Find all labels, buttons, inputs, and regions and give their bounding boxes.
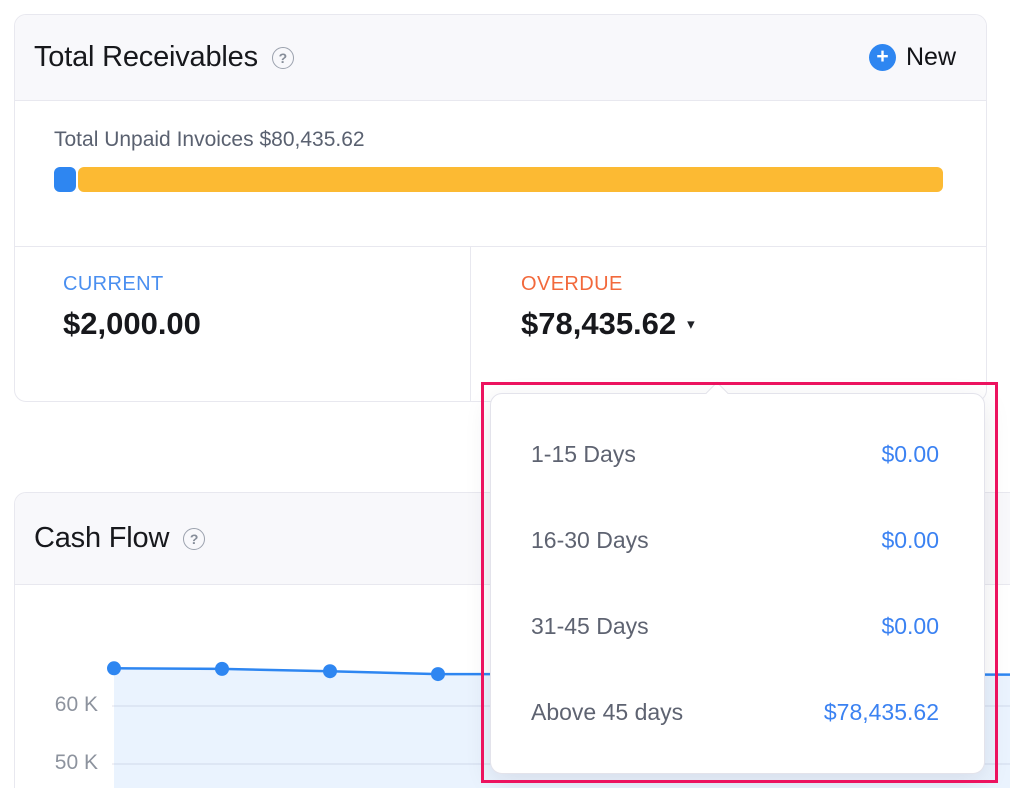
overdue-label: OVERDUE: [521, 273, 623, 295]
receivables-progress-bar: [54, 167, 943, 192]
y-axis-tick-50k: 50 K: [54, 751, 98, 774]
aging-row-value: $0.00: [881, 526, 939, 553]
aging-row-value: $0.00: [881, 440, 939, 467]
cash-flow-title: Cash Flow: [34, 522, 170, 554]
aging-row-label: Above 45 days: [531, 698, 684, 725]
new-button-label: New: [905, 43, 956, 71]
overdue-amount: $78,435.62: [521, 306, 677, 341]
aging-row-value: $0.00: [881, 612, 939, 639]
total-receivables-title: Total Receivables: [34, 41, 258, 73]
progress-current-segment: [54, 167, 76, 192]
y-axis-tick-60k: 60 K: [54, 693, 98, 716]
caret-down-icon: ▾: [687, 316, 695, 333]
current-column: CURRENT $2,000.00: [15, 247, 471, 402]
overdue-column: OVERDUE $78,435.62 ▾: [471, 247, 986, 402]
aging-row-label: 16-30 Days: [531, 526, 649, 553]
current-label: CURRENT: [63, 273, 164, 295]
unpaid-invoices-section: Total Unpaid Invoices $80,435.62: [15, 101, 986, 247]
aging-row-16-30[interactable]: 16-30 Days $0.00: [491, 497, 984, 583]
current-amount: $2,000.00: [63, 306, 201, 341]
aging-row-value: $78,435.62: [823, 698, 939, 725]
overdue-amount-dropdown-toggle[interactable]: $78,435.62 ▾: [521, 306, 695, 342]
progress-overdue-segment: [78, 167, 943, 192]
unpaid-invoices-amount: $80,435.62: [259, 128, 365, 151]
plus-icon: +: [868, 44, 896, 71]
chart-data-point[interactable]: [107, 661, 121, 676]
aging-row-label: 31-45 Days: [531, 612, 649, 639]
unpaid-invoices-label: Total Unpaid Invoices: [54, 128, 254, 151]
total-receivables-header: Total Receivables ? + New: [15, 15, 986, 101]
chart-data-point[interactable]: [431, 667, 445, 682]
current-overdue-section: CURRENT $2,000.00 OVERDUE $78,435.62 ▾: [15, 247, 986, 402]
aging-row-31-45[interactable]: 31-45 Days $0.00: [491, 583, 984, 669]
unpaid-invoices-line: Total Unpaid Invoices $80,435.62: [54, 128, 941, 152]
overdue-aging-dropdown: 1-15 Days $0.00 16-30 Days $0.00 31-45 D…: [490, 381, 985, 774]
total-receivables-card: Total Receivables ? + New Total Unpaid I…: [14, 14, 987, 402]
help-icon[interactable]: ?: [271, 46, 294, 69]
chart-data-point[interactable]: [215, 661, 229, 676]
chart-data-point[interactable]: [323, 664, 337, 679]
aging-row-above-45[interactable]: Above 45 days $78,435.62: [491, 669, 984, 755]
aging-row-1-15[interactable]: 1-15 Days $0.00: [491, 411, 984, 497]
new-button[interactable]: + New: [868, 43, 956, 72]
help-icon[interactable]: ?: [183, 527, 206, 550]
aging-row-label: 1-15 Days: [531, 440, 636, 467]
